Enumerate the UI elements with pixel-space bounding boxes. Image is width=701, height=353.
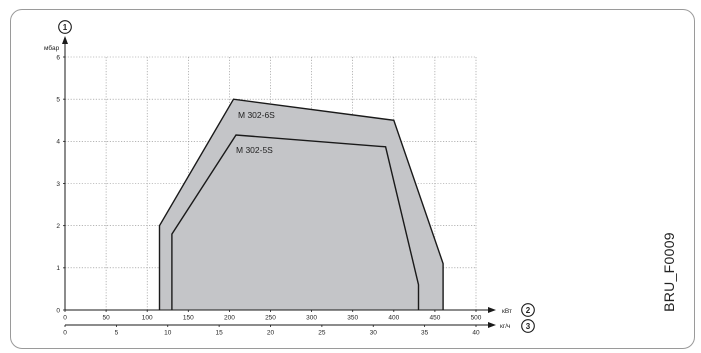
operating-areas (158, 98, 444, 310)
flow-tick-label: 35 (421, 330, 429, 337)
chart-frame (10, 9, 695, 349)
power-axis-marker: 2 (526, 306, 531, 315)
flow-axis-unit: кг/ч (500, 323, 510, 330)
power-tick-label: 100 (142, 315, 153, 322)
power-axis-marker-circle (521, 303, 535, 317)
flow-tick-label: 30 (370, 330, 378, 337)
curve-m-302-6s (158, 98, 444, 310)
flow-tick-label: 15 (216, 330, 224, 337)
flow-axis-marker: 3 (526, 322, 531, 331)
flow-axis-arrow (488, 322, 496, 328)
flow-tick-label: 25 (318, 330, 326, 337)
curve-m-302-5s (171, 134, 420, 310)
power-tick-label: 50 (102, 315, 110, 322)
series-labels: M 302-6S M 302-5S (236, 110, 275, 155)
power-tick-label: 200 (224, 315, 235, 322)
tick-labels: 0 1 2 3 4 5 6 0 50 100 150 200 250 300 350 400 450 500 0 5 1… (44, 23, 531, 337)
power-tick-label: 400 (388, 315, 399, 322)
y-tick-label: 5 (56, 96, 60, 103)
power-tick-label: 450 (429, 315, 440, 322)
y-tick-label: 1 (56, 265, 60, 272)
series-label: M 302-5S (236, 145, 273, 155)
reference-code: BRU_F0009 (661, 232, 677, 312)
power-tick-label: 250 (265, 315, 276, 322)
flow-tick-label: 5 (115, 330, 119, 337)
y-axis-marker: 1 (63, 23, 68, 32)
axes (58, 20, 535, 333)
y-axis-unit: мбар (44, 44, 60, 52)
area-m-302-5s (171, 135, 419, 310)
flow-tick-label: 40 (472, 330, 480, 337)
y-axis-marker-circle (58, 20, 72, 34)
power-tick-label: 300 (306, 315, 317, 322)
y-tick-label: 0 (56, 307, 60, 314)
flow-tick-label: 20 (267, 330, 275, 337)
power-tick-label: 350 (347, 315, 358, 322)
power-tick-label: 0 (63, 315, 67, 322)
series-label: M 302-6S (238, 110, 275, 120)
y-tick-label: 4 (56, 139, 60, 146)
power-axis-unit: кВт (502, 308, 512, 315)
flow-axis-marker-circle (521, 319, 535, 333)
y-tick-label: 2 (56, 223, 60, 230)
y-axis-arrow (62, 36, 68, 44)
y-tick-label: 6 (56, 54, 60, 61)
power-tick-label: 500 (471, 315, 482, 322)
flow-tick-label: 0 (63, 330, 67, 337)
power-tick-label: 150 (183, 315, 194, 322)
power-axis-arrow (488, 307, 496, 313)
y-tick-label: 3 (56, 181, 60, 188)
flow-tick-label: 10 (164, 330, 172, 337)
